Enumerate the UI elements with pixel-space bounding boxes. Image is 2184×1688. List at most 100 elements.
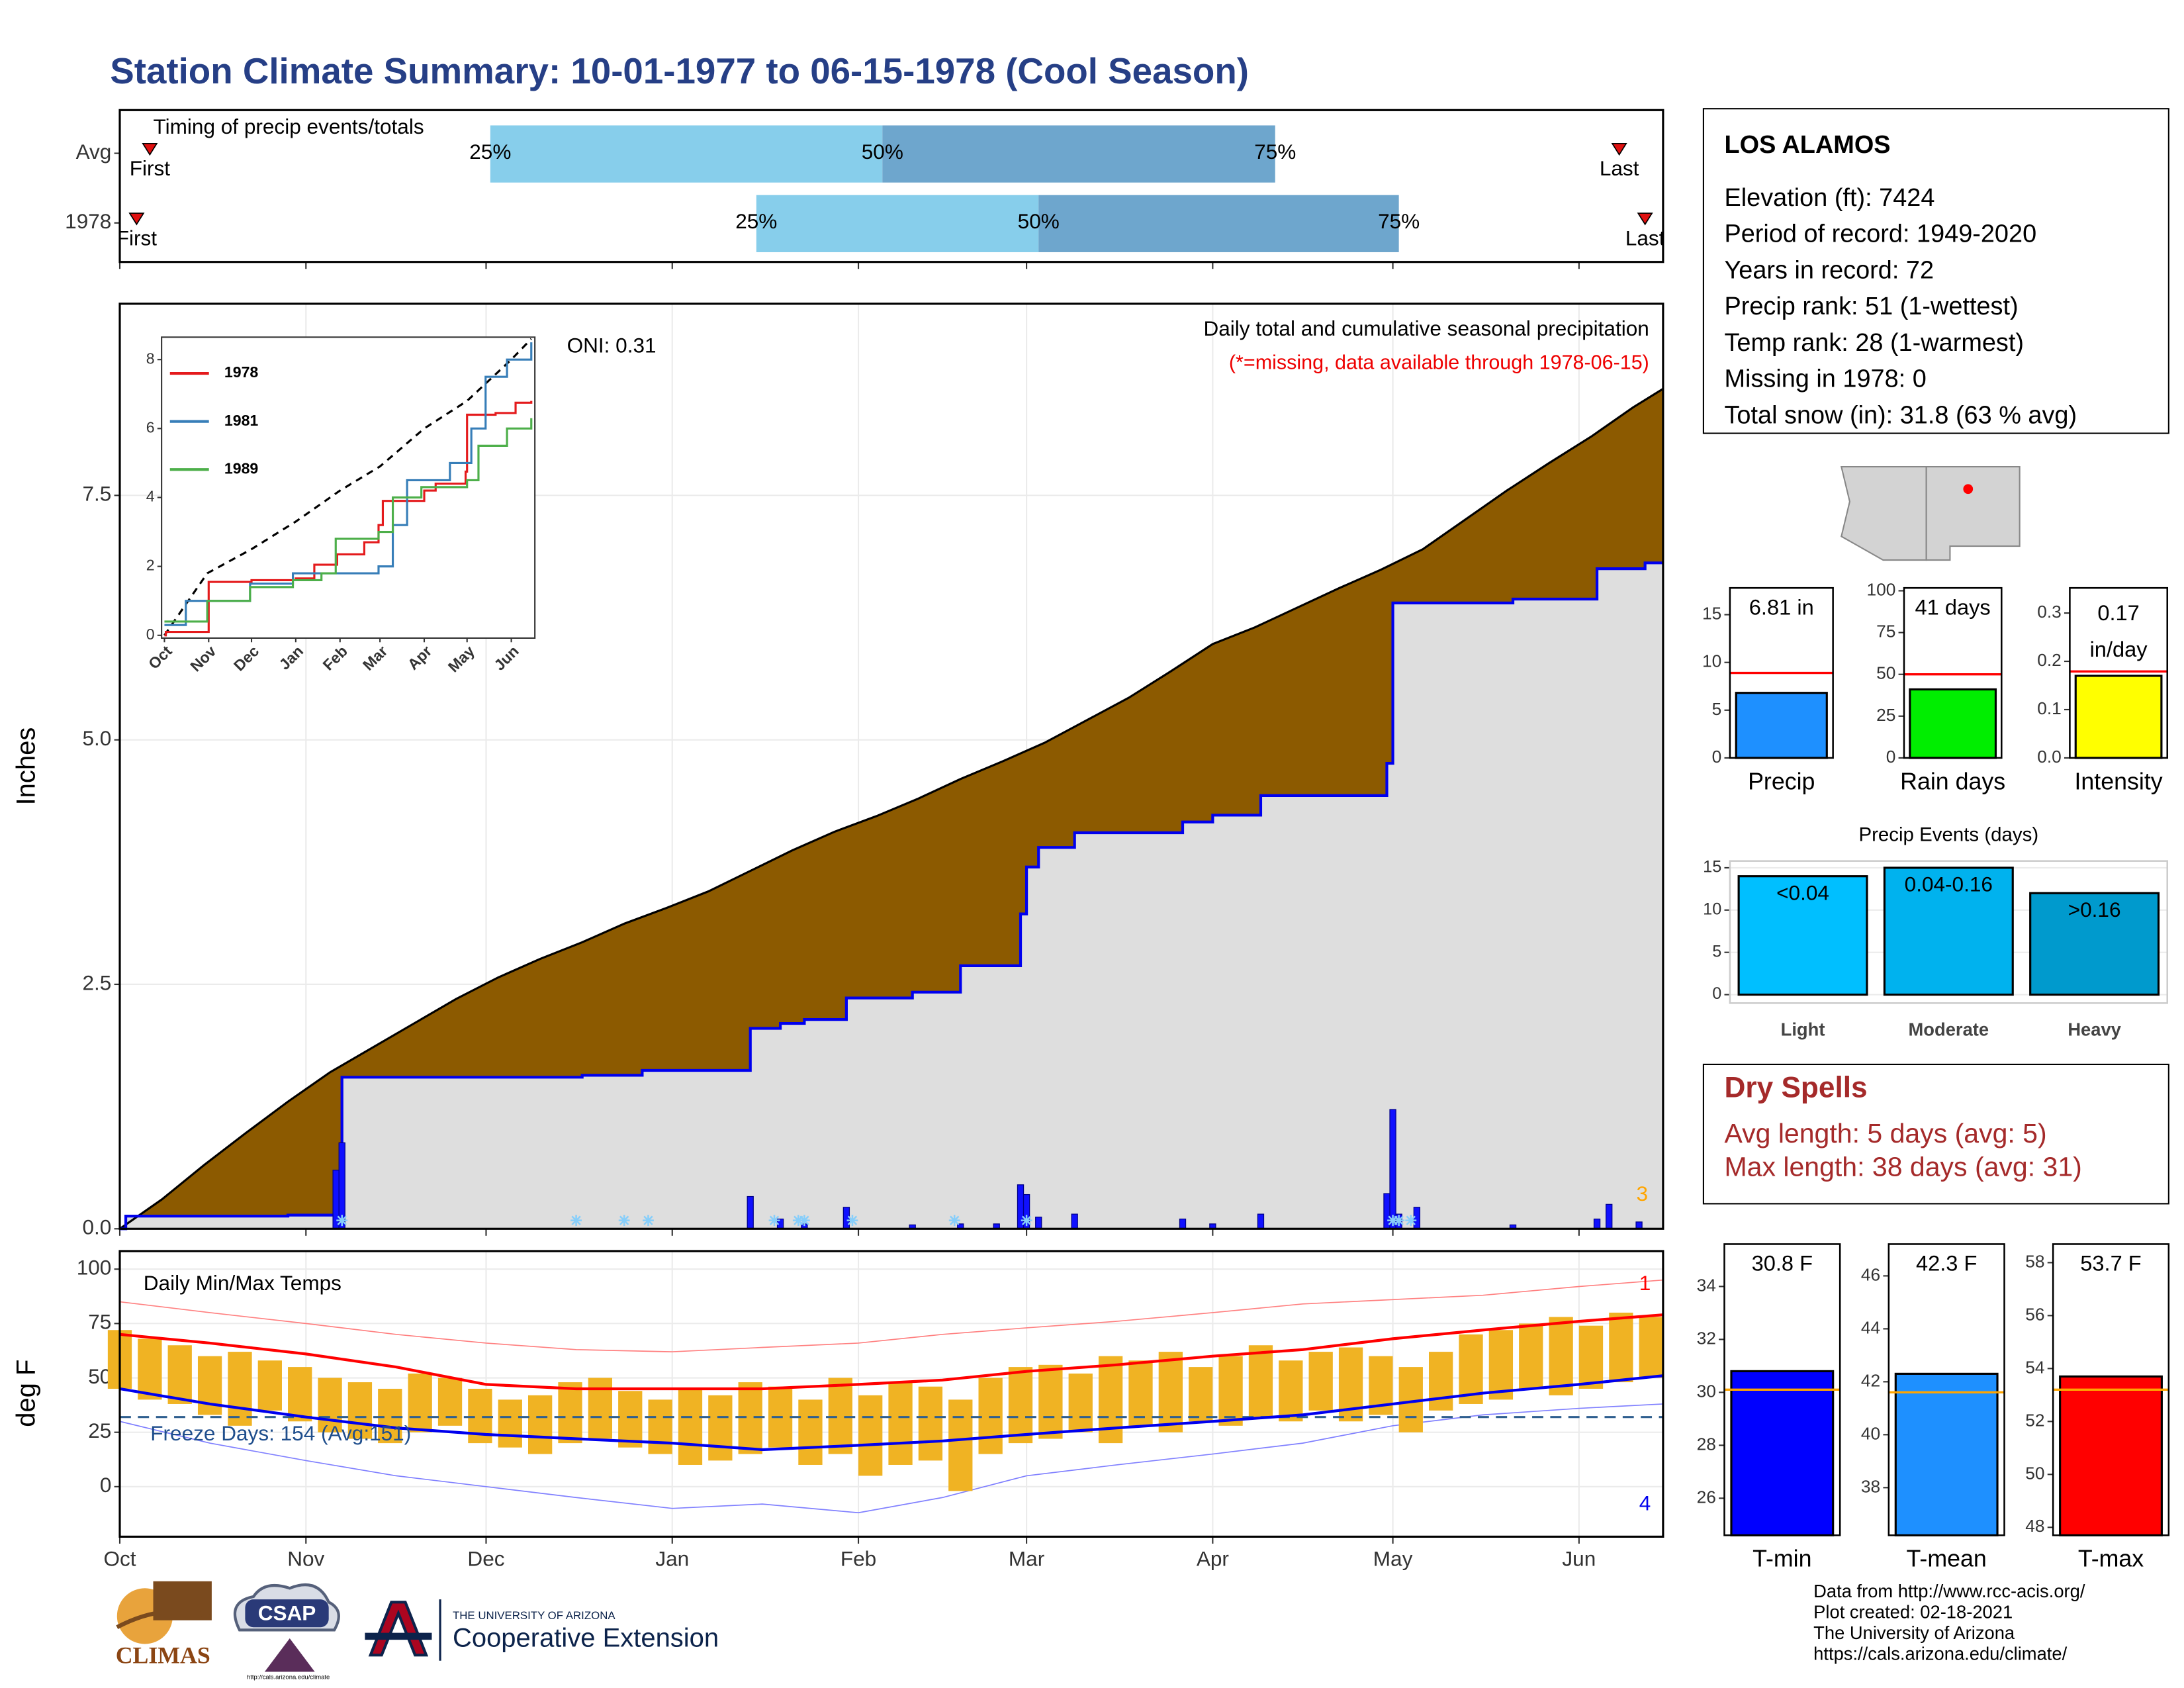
missing-marker [570,1215,582,1227]
y-tick-label: 48 [2025,1516,2044,1536]
plot-frame [2052,1243,2170,1536]
temp-range-bar [678,1388,703,1465]
category-label: T-mean [1907,1546,1987,1572]
missing-marker [1405,1215,1417,1227]
event-label: First [116,226,158,250]
y-tick-label: 56 [2025,1304,2044,1324]
y-tick-label: 50 [2025,1463,2044,1483]
temp-range-bar [347,1382,373,1439]
record-low-count: 4 [1639,1491,1651,1515]
temp-range-bar [498,1399,522,1448]
temp-range-bar [1008,1367,1033,1444]
temp-range-bar [378,1388,402,1444]
temp-range-bar [738,1382,762,1454]
plot-frame [1723,1243,1841,1536]
temp-range-bar [228,1352,252,1426]
temp-range-bar [828,1378,852,1454]
dry-spell-line: Avg length: 5 days (avg: 5) [1724,1118,2046,1149]
y-axis-label: deg F [12,1360,41,1427]
y-tick-label: 42 [1861,1370,1880,1390]
y-tick-label: 32 [1697,1328,1716,1348]
y-tick-label: 100 [77,1256,112,1280]
missing-marker [618,1215,630,1227]
temp-range-bar [948,1399,973,1491]
y-tick-label: 26 [1697,1487,1716,1507]
logos: CLIMAS CSAP http://cals.arizona.edu/clim… [116,1581,719,1681]
temp-range-bar [618,1391,643,1448]
y-tick-label: 0 [1712,747,1722,767]
daily-precip-bar [1179,1218,1187,1229]
temp-range-bar [437,1378,463,1426]
y-tick-label: 0.0 [2037,747,2062,767]
ua-logo [365,1632,432,1640]
temp-range-bar [1429,1352,1453,1411]
y-tick-label: 75 [88,1310,111,1334]
station-line: Temp rank: 28 (1-warmest) [1724,329,2024,357]
y-tick-label: 100 [1866,579,1895,599]
temp-range-bar [257,1360,282,1411]
ua-logo [368,1601,429,1657]
y-tick-label: 0 [1712,984,1721,1003]
dry-spells-lines: Avg length: 5 days (avg: 5)Max length: 3… [1724,1118,2081,1182]
category-label: Rain days [1900,768,2005,794]
event-label: Last [1600,156,1639,180]
panel-title: Daily Min/Max Temps [144,1271,341,1295]
temp-range-bar [798,1399,823,1465]
category-label: Intensity [2074,768,2162,794]
station-line: Elevation (ft): 7424 [1724,184,1934,212]
event-marker [128,212,145,226]
record-high-count: 1 [1639,1271,1651,1295]
bar-label: >0.16 [2068,898,2121,921]
missing-marker [792,1215,804,1227]
y-axis-label: Inches [12,727,41,806]
station-line: Period of record: 1949-2020 [1724,220,2036,248]
x-tick-label: Mar [1009,1547,1044,1571]
event-label: Last [1625,226,1665,250]
daily-precip-bar [1257,1213,1265,1229]
x-tick-label: Dec [467,1547,504,1571]
bar [1894,1372,1999,1536]
x-tick-label: Oct [103,1547,136,1571]
daily-precip-bar [1593,1218,1601,1229]
temp-range-bar [978,1378,1003,1454]
temp-range-bar [167,1345,192,1404]
y-tick-label: 52 [2025,1410,2044,1430]
bar [1735,692,1828,759]
y-tick-label: 6 [146,418,155,436]
panel-title: Timing of precip events/totals [154,115,424,138]
panel-title: Precip Events (days) [1858,824,2038,846]
category-label: T-max [2078,1546,2144,1572]
temp-range-bar [1218,1356,1243,1426]
y-tick-label: 0.0 [83,1215,112,1239]
daily-precip-bar [747,1196,754,1229]
y-tick-label: 25 [88,1419,111,1442]
daily-precip-bar [1606,1203,1613,1229]
plot-frame [1729,586,1834,759]
event-marker [1611,142,1627,156]
plot-frame [118,109,1664,263]
y-tick-label: 2 [146,557,155,574]
temp-range-bar [408,1373,432,1432]
dry-spells-title: Dry Spells [1724,1072,1867,1104]
bar [1909,688,1997,759]
temp-range-bar [1038,1364,1063,1439]
temp-range-bar [1068,1373,1093,1432]
bar-label: <0.04 [1776,880,1829,904]
station-name: LOS ALAMOS [1724,131,1890,159]
quantile-label: 25% [469,140,511,164]
temp-range-bar [1189,1367,1213,1422]
station-box [1702,108,2169,434]
temp-range-bar [1519,1323,1543,1389]
station-lines: Elevation (ft): 7424 Period of record: 19… [1724,184,2077,429]
temp-range-bar [527,1395,553,1454]
daily-precip-bar [1389,1109,1396,1229]
plot-frame [1888,1243,2005,1536]
missing-marker [336,1215,348,1227]
quantile-label: 50% [1018,209,1060,233]
y-tick-label: 10 [1702,651,1721,671]
bar [2029,892,2160,996]
plot-frame [1903,586,2003,759]
value-label: 41 days [1915,594,1991,619]
